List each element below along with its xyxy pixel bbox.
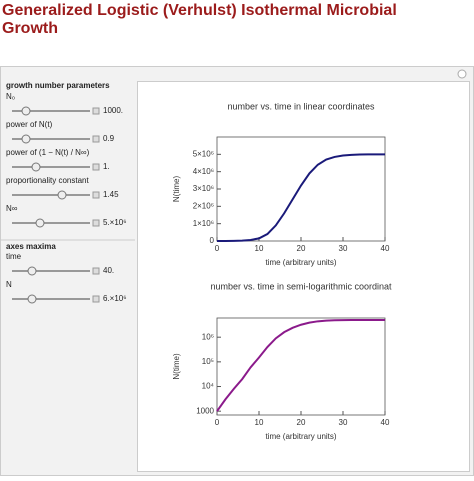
slider-knob[interactable] [57, 190, 67, 200]
y-tick-label: 10⁴ [202, 382, 215, 391]
y-tick-label: 5×10⁶ [193, 149, 214, 158]
y-tick-label: 10⁵ [202, 357, 214, 366]
expand-button[interactable] [92, 267, 100, 275]
x-tick-label: 20 [297, 244, 306, 253]
y-axis-label: N(time) [172, 176, 181, 203]
data-line [216, 318, 385, 412]
y-tick-label: 1000 [196, 406, 214, 415]
control-value: 1000. [103, 106, 123, 115]
x-tick-label: 0 [215, 418, 220, 427]
expand-button[interactable] [92, 219, 100, 227]
expand-button[interactable] [92, 107, 100, 115]
slider-knob[interactable] [35, 218, 45, 228]
x-tick-label: 30 [339, 418, 348, 427]
section-label: growth number parameters [6, 81, 110, 90]
expand-button[interactable] [92, 135, 100, 143]
y-tick-label: 0 [210, 236, 215, 245]
expand-button[interactable] [92, 295, 100, 303]
slider-knob[interactable] [21, 134, 31, 144]
y-tick-label: 2×10⁶ [193, 201, 214, 210]
slider-knob[interactable] [27, 294, 37, 304]
y-axis-label: N(time) [172, 353, 181, 380]
expand-button[interactable] [92, 191, 100, 199]
control-label: N [6, 280, 12, 289]
x-tick-label: 10 [255, 244, 264, 253]
slider-knob[interactable] [27, 266, 37, 276]
chart-title: number vs. time in semi-logarithmic coor… [210, 281, 392, 291]
x-tick-label: 0 [215, 244, 220, 253]
control-value: 5.×10⁶ [103, 218, 127, 227]
y-tick-label: 1×10⁶ [193, 219, 214, 228]
control-value: 6.×10⁶ [103, 294, 127, 303]
title-line: Generalized Logistic (Verhulst) Isotherm… [2, 2, 397, 37]
control-label: time [6, 252, 22, 261]
y-tick-label: 4×10⁶ [193, 167, 214, 176]
control-label: power of N(t) [6, 120, 53, 129]
control-label: N∞ [6, 204, 18, 213]
control-label: N₀ [6, 92, 15, 101]
data-line [216, 153, 385, 242]
control-value: 1. [103, 162, 110, 171]
chart-title: number vs. time in linear coordinates [227, 101, 375, 111]
control-value: 0.9 [103, 134, 115, 143]
x-tick-label: 30 [339, 244, 348, 253]
x-tick-label: 10 [255, 418, 264, 427]
y-tick-label: 10⁶ [202, 332, 214, 341]
x-tick-label: 40 [381, 244, 390, 253]
slider-knob[interactable] [21, 106, 31, 116]
output-area [137, 81, 470, 472]
y-tick-label: 3×10⁶ [193, 184, 214, 193]
options-button[interactable] [457, 69, 467, 79]
control-value: 40. [103, 266, 114, 275]
x-axis-label: time (arbitrary units) [265, 432, 336, 441]
x-axis-label: time (arbitrary units) [265, 258, 336, 267]
x-tick-label: 40 [381, 418, 390, 427]
expand-button[interactable] [92, 163, 100, 171]
section-label: axes maxima [6, 242, 56, 251]
control-label: proportionality constant [6, 176, 89, 185]
control-value: 1.45 [103, 190, 119, 199]
control-label: power of (1 − N(t) / N∞) [6, 148, 90, 157]
x-tick-label: 20 [297, 418, 306, 427]
slider-knob[interactable] [31, 162, 41, 172]
